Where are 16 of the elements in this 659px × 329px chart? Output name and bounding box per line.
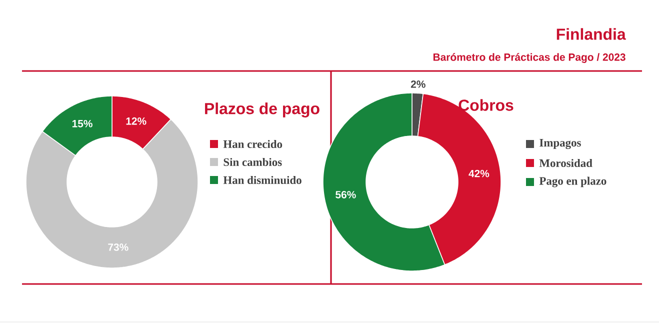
legend-label: Han crecido (223, 140, 282, 148)
data-label: 2% (410, 80, 426, 88)
legend-label: Impagos (540, 138, 581, 150)
data-label: 42% (468, 170, 490, 178)
text: Finlandia (556, 28, 626, 40)
legend-label: Morosidad (539, 158, 592, 168)
legend-label: Sin cambios (224, 158, 282, 166)
data-label: 15% (72, 120, 92, 128)
text: Cobros (458, 99, 514, 111)
data-label: 12% (126, 117, 146, 125)
data-label: 56% (336, 190, 356, 198)
data-label: 73% (108, 244, 128, 251)
legend-label: Pago en plazo (539, 176, 606, 188)
chart-title: Plazos de pago (205, 102, 320, 118)
text: Barómetro de Prácticas de Pago / 2023 (433, 53, 626, 63)
legend-label: Han disminuido (223, 176, 302, 184)
